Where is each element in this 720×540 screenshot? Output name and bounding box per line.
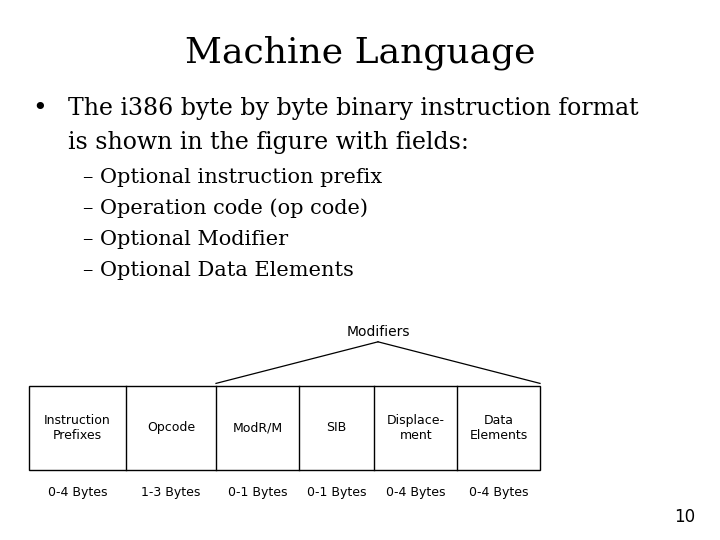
Text: Data
Elements: Data Elements (469, 414, 528, 442)
Text: 0-1 Bytes: 0-1 Bytes (228, 486, 287, 499)
Text: is shown in the figure with fields:: is shown in the figure with fields: (68, 131, 469, 154)
Text: – Optional instruction prefix: – Optional instruction prefix (83, 167, 382, 186)
Text: 0-4 Bytes: 0-4 Bytes (386, 486, 446, 499)
Text: Displace-
ment: Displace- ment (387, 414, 445, 442)
Text: Modifiers: Modifiers (346, 325, 410, 339)
Text: Machine Language: Machine Language (185, 35, 535, 70)
Text: ModR/M: ModR/M (233, 421, 282, 435)
Text: SIB: SIB (326, 421, 347, 435)
Text: – Operation code (op code): – Operation code (op code) (83, 199, 368, 219)
Text: – Optional Data Elements: – Optional Data Elements (83, 261, 354, 280)
Text: 0-4 Bytes: 0-4 Bytes (469, 486, 528, 499)
Text: 0-1 Bytes: 0-1 Bytes (307, 486, 366, 499)
Text: – Optional Modifier: – Optional Modifier (83, 230, 288, 249)
Text: Instruction
Prefixes: Instruction Prefixes (44, 414, 111, 442)
Text: 0-4 Bytes: 0-4 Bytes (48, 486, 107, 499)
Text: The i386 byte by byte binary instruction format: The i386 byte by byte binary instruction… (68, 97, 639, 120)
Text: 10: 10 (674, 509, 695, 526)
Text: •: • (32, 97, 47, 120)
Bar (29, 386, 540, 470)
Text: 1-3 Bytes: 1-3 Bytes (141, 486, 201, 499)
Text: Opcode: Opcode (147, 421, 195, 435)
